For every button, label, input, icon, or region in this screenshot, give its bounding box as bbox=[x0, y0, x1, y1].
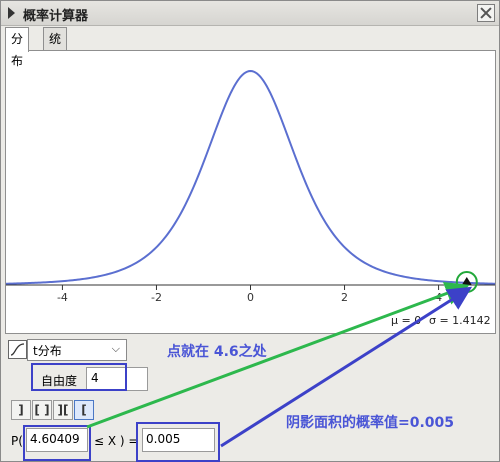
chevron-down-icon: ⌵ bbox=[111, 342, 120, 355]
distribution-plot: -4 -2 0 2 4 μ = 0 σ = 1.4142 bbox=[6, 69, 495, 327]
sigma-label: σ = 1.4142 bbox=[429, 314, 491, 327]
relation-label: ≤ X ) = bbox=[94, 434, 139, 448]
left-sided-icon: ] bbox=[18, 403, 24, 417]
window-title: 概率计算器 bbox=[23, 9, 89, 24]
x-tick-label: -4 bbox=[57, 291, 68, 304]
x-value: 4.60409 bbox=[30, 432, 80, 446]
probability-highlight-box bbox=[136, 422, 220, 462]
mu-label: μ = 0 bbox=[391, 314, 421, 327]
x-highlight-box bbox=[23, 425, 91, 461]
collapse-arrow-icon[interactable] bbox=[8, 7, 15, 19]
interval-button[interactable]: [ ] bbox=[32, 400, 52, 420]
distribution-curve-icon bbox=[8, 340, 27, 359]
right-sided-button[interactable]: [ bbox=[74, 400, 94, 420]
interval-icon: [ ] bbox=[34, 403, 50, 417]
left-sided-button[interactable]: ] bbox=[11, 400, 31, 420]
p-label: P( bbox=[11, 434, 23, 448]
x-marker[interactable] bbox=[461, 277, 472, 285]
close-button[interactable] bbox=[477, 4, 495, 22]
dof-label: 自由度 bbox=[41, 374, 78, 388]
point-annotation: 点就在 4.6之处 bbox=[167, 344, 267, 360]
right-sided-icon: [ bbox=[81, 403, 87, 417]
probability-field[interactable]: 0.005 bbox=[142, 428, 215, 452]
tab-distribution[interactable]: 分布 bbox=[5, 27, 30, 68]
dof-highlight-box bbox=[31, 363, 127, 391]
x-tick-label: 4 bbox=[435, 291, 442, 304]
x-tick-label: 0 bbox=[247, 291, 254, 304]
density-curve bbox=[6, 69, 495, 285]
title-bar: 概率计算器 bbox=[1, 1, 499, 26]
x-tick-label: 2 bbox=[341, 291, 348, 304]
two-tailed-icon: ][ bbox=[57, 403, 69, 417]
distribution-plot-panel: -4 -2 0 2 4 μ = 0 σ = 1.4142 bbox=[5, 50, 496, 334]
distribution-select[interactable]: t分布 ⌵ bbox=[27, 339, 127, 361]
distribution-select-value: t分布 bbox=[33, 344, 62, 358]
x-tick-label: -2 bbox=[151, 291, 162, 304]
tab-statistics[interactable]: 统计 bbox=[43, 27, 68, 68]
two-tailed-button[interactable]: ][ bbox=[53, 400, 73, 420]
x-value-field[interactable]: 4.60409 bbox=[26, 428, 88, 452]
area-annotation: 阴影面积的概率值=0.005 bbox=[286, 415, 455, 431]
probability-value: 0.005 bbox=[146, 432, 181, 446]
